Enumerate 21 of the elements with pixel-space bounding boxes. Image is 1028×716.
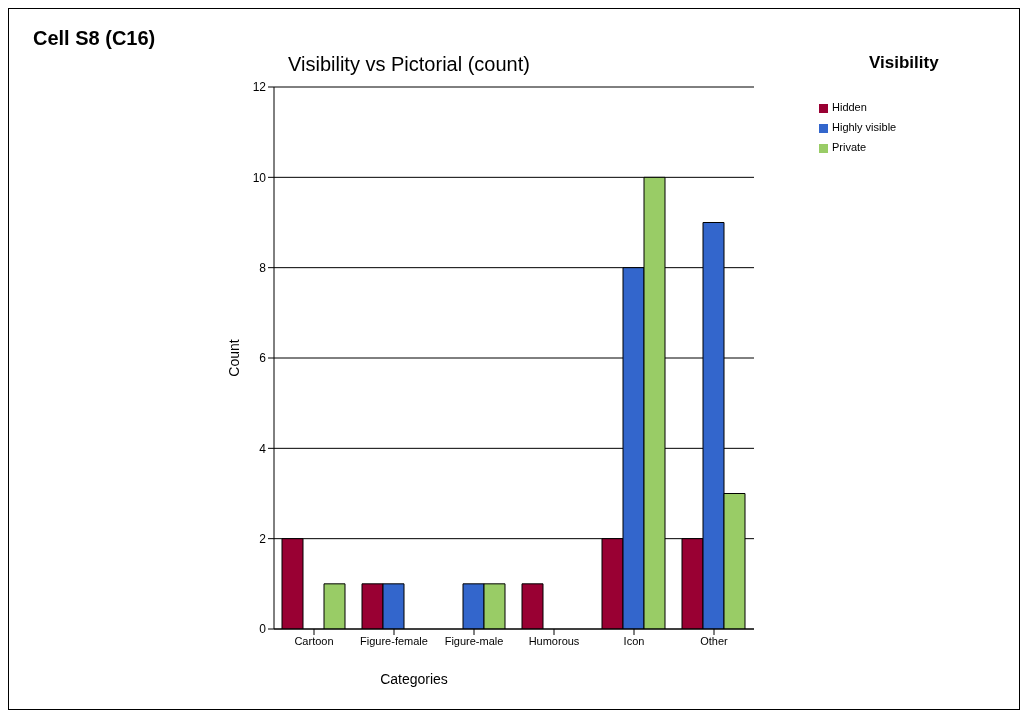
y-tick-label: 10 (252, 170, 267, 185)
y-tick-label: 12 (252, 80, 267, 95)
legend-title: Visibility (869, 53, 939, 73)
y-tick-label: 4 (259, 441, 267, 456)
x-tick-label: Other (700, 634, 729, 647)
y-tick-label: 6 (259, 351, 267, 366)
y-axis-title: Count (225, 339, 242, 377)
x-axis-title: Categories (379, 671, 449, 687)
legend-label: Private (832, 141, 867, 153)
x-tick-label: Icon (623, 634, 645, 647)
x-tick-label: Cartoon (294, 634, 334, 647)
text: Cell S8 (C16) (33, 27, 156, 50)
x-tick-label: Figure-female (360, 634, 428, 647)
x-tick-label: Figure-male (444, 634, 504, 647)
y-tick-label: 0 (259, 622, 267, 637)
y-tick-label: 8 (259, 260, 267, 275)
legend-label: Highly visible (832, 121, 897, 133)
x-tick-label: Humorous (528, 634, 580, 647)
chart-title: Visibility vs Pictorial (count) (287, 53, 531, 76)
y-tick-label: 2 (259, 531, 267, 546)
legend-label: Hidden (832, 101, 867, 113)
